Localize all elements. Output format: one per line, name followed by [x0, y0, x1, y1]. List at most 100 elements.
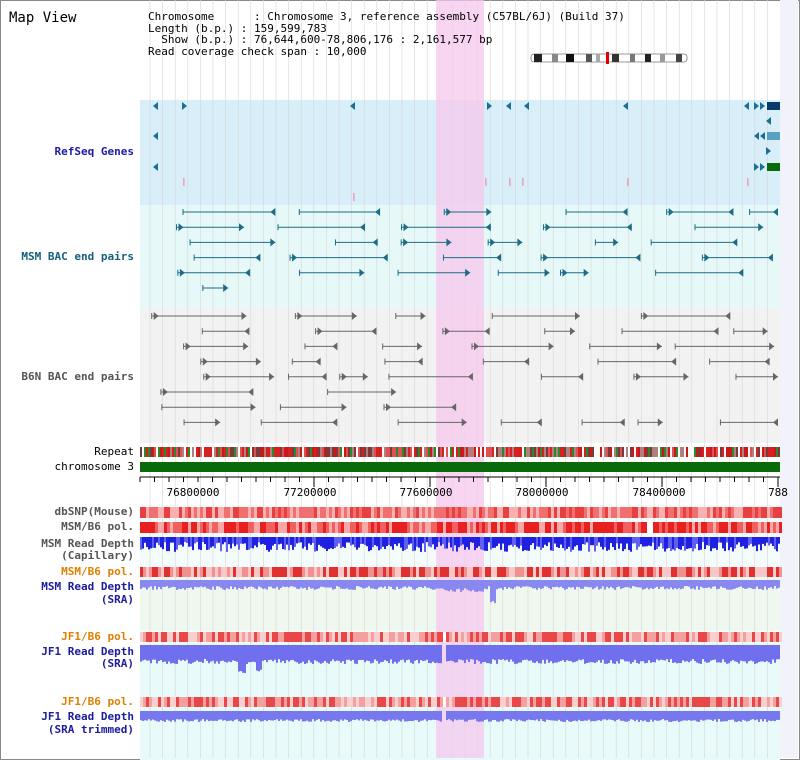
info-line-coverage: Read coverage check span : 10,000	[148, 44, 367, 58]
depth-bar	[560, 537, 562, 545]
depth-bar	[404, 580, 406, 587]
track-label-repeat[interactable]: Repeat	[94, 445, 134, 458]
depth-bar	[540, 711, 542, 720]
track-label-chromosome[interactable]: chromosome 3	[54, 460, 134, 473]
msm-b6-pol-2-track-cell	[668, 567, 671, 577]
refseq-gene	[744, 102, 749, 110]
track-label-b6n-bac[interactable]: B6N BAC end pairs	[21, 370, 134, 383]
dbsnp-track-cell	[503, 507, 506, 518]
depth-bar	[182, 537, 184, 547]
msm-b6-pol-2-track-cell	[203, 567, 206, 577]
repeat-segment	[450, 447, 452, 457]
depth-bar	[562, 711, 564, 722]
dbsnp-track-cell	[155, 507, 158, 518]
track-label-dbsnp[interactable]: dbSNP(Mouse)	[54, 505, 134, 518]
b6n-bac-pair	[294, 313, 357, 319]
msm-bac-pair	[298, 209, 381, 215]
repeat-segment	[652, 447, 654, 457]
msm-b6-pol-2-track-cell	[326, 567, 329, 577]
jf1-b6-pol-2-track-cell	[176, 697, 179, 707]
track-label-msm-depth-cap-1[interactable]: MSM Read Depth	[41, 537, 134, 550]
repeat-segment	[572, 447, 574, 457]
depth-bar	[272, 537, 274, 546]
depth-bar	[534, 537, 536, 550]
msm-b6-pol-2-track-cell	[197, 567, 200, 577]
track-label-jf1-b6-pol[interactable]: JF1/B6 pol.	[61, 630, 134, 643]
depth-bar	[166, 537, 168, 552]
dbsnp-track-cell	[305, 507, 308, 518]
depth-bar	[742, 711, 744, 720]
depth-bar	[296, 711, 298, 720]
msm-b6-pol-2-track-cell	[149, 567, 152, 577]
track-label-jf1-depth-trim-1[interactable]: JF1 Read Depth	[41, 710, 134, 723]
jf1-b6-pol-track-cell	[548, 632, 551, 642]
depth-bar	[188, 580, 190, 588]
jf1-b6-pol-2-track-cell	[737, 697, 740, 707]
msm-b6-pol-track-cell	[212, 522, 215, 533]
refseq-gene	[153, 132, 158, 140]
depth-bar	[154, 711, 156, 721]
jf1-b6-pol-track-cell	[386, 632, 389, 642]
jf1-b6-pol-2-track-cell	[338, 697, 341, 707]
depth-bar	[240, 537, 242, 544]
msm-b6-pol-track-cell	[230, 522, 233, 533]
repeat-segment	[576, 447, 578, 457]
dbsnp-track-cell	[227, 507, 230, 518]
depth-bar	[250, 645, 252, 663]
b6n-bac-pair	[151, 313, 247, 319]
b6n-bac-marker	[341, 403, 347, 412]
jf1-b6-pol-track-cell	[302, 632, 305, 642]
track-label-msm-b6-pol-2[interactable]: MSM/B6 pol.	[61, 565, 134, 578]
depth-bar	[636, 537, 638, 550]
jf1-b6-pol-track-cell	[200, 632, 203, 642]
depth-bar	[742, 645, 744, 662]
jf1-b6-pol-track-cell	[491, 632, 494, 642]
depth-bar	[298, 580, 300, 590]
depth-bar	[768, 711, 770, 721]
depth-bar	[210, 711, 212, 721]
track-label-refseq[interactable]: RefSeq Genes	[54, 145, 134, 158]
repeat-segment	[168, 447, 170, 457]
track-label-msm-bac[interactable]: MSM BAC end pairs	[21, 250, 134, 263]
ideogram-band	[630, 54, 635, 62]
depth-bar	[212, 537, 214, 547]
depth-bar	[240, 711, 242, 722]
depth-bar	[398, 580, 400, 590]
msm-b6-pol-2-track-cell	[344, 567, 347, 577]
depth-bar	[664, 537, 666, 552]
depth-bar	[730, 711, 732, 720]
depth-bar	[554, 645, 556, 663]
jf1-b6-pol-track-cell	[692, 632, 695, 642]
depth-bar	[652, 580, 654, 590]
depth-bar	[584, 711, 586, 721]
depth-bar	[468, 645, 470, 662]
jf1-b6-pol-track-cell	[443, 632, 446, 642]
msm-b6-pol-2-track-cell	[740, 567, 743, 577]
jf1-b6-pol-2-track-cell	[398, 697, 401, 707]
repeat-segment	[634, 447, 636, 457]
msm-bac-pair	[655, 269, 744, 276]
b6n-bac-pair	[160, 389, 254, 395]
dbsnp-track-cell	[179, 507, 182, 518]
depth-bar	[436, 537, 438, 547]
depth-bar	[368, 645, 370, 662]
repeat-segment	[422, 447, 424, 457]
msm-b6-pol-2-track-cell	[716, 567, 719, 577]
track-label-jf1-b6-pol-2[interactable]: JF1/B6 pol.	[61, 695, 134, 708]
dbsnp-track-cell	[242, 507, 245, 518]
jf1-b6-pol-2-track-cell	[779, 697, 782, 707]
track-label-msm-depth-sra-1[interactable]: MSM Read Depth	[41, 580, 134, 593]
depth-bar	[366, 711, 368, 721]
depth-bar	[338, 537, 340, 544]
repeat-segment	[570, 447, 572, 457]
depth-bar	[344, 580, 346, 589]
depth-bar	[654, 537, 656, 550]
msm-b6-pol-track-cell	[758, 522, 761, 533]
track-label-msm-b6-pol[interactable]: MSM/B6 pol.	[61, 520, 134, 533]
track-label-jf1-depth-sra-1[interactable]: JF1 Read Depth	[41, 645, 134, 658]
depth-bar	[504, 711, 506, 720]
msm-bac-marker	[728, 208, 734, 216]
jf1-depth-trimmed	[140, 711, 780, 722]
msm-b6-pol-track-cell	[215, 522, 218, 533]
depth-bar	[554, 537, 556, 544]
